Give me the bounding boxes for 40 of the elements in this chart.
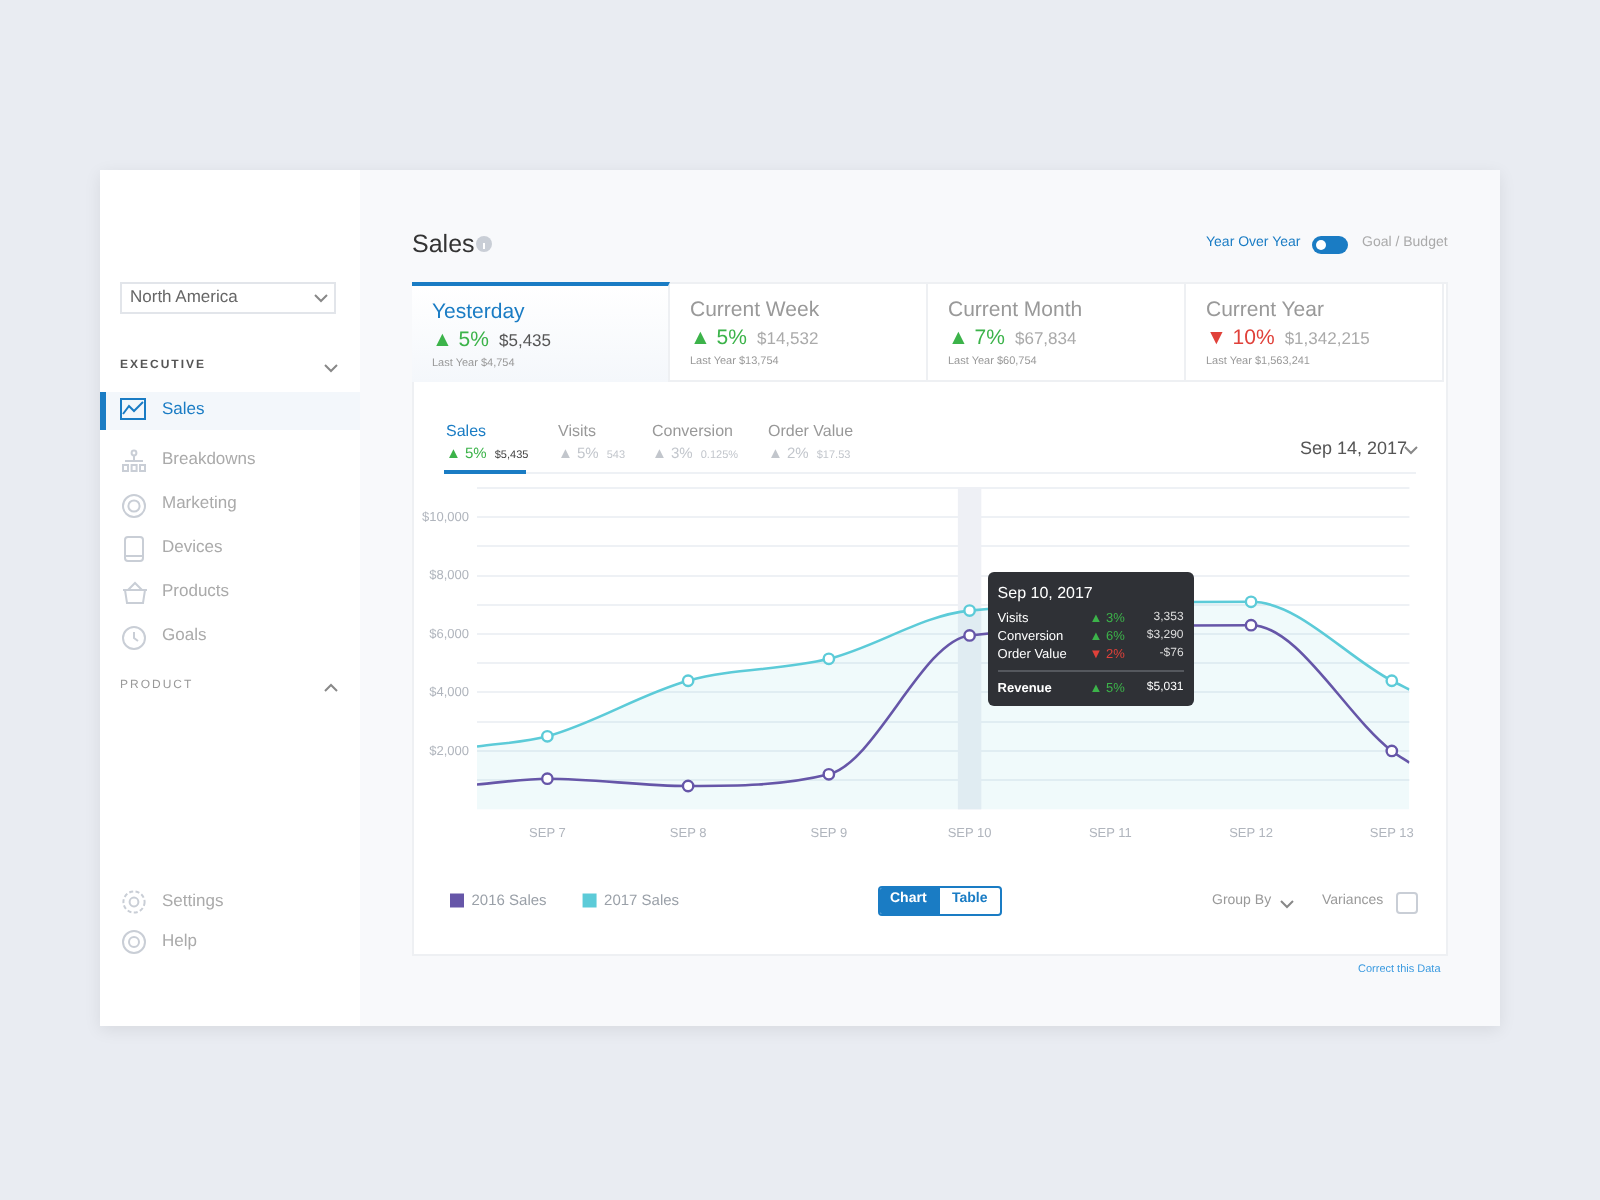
text: Sales <box>162 398 205 420</box>
text: $1,342,215 <box>1284 328 1370 348</box>
text: Help <box>162 930 197 952</box>
text: Order Value <box>768 422 854 441</box>
text: Visits <box>558 422 596 441</box>
text: Current Week <box>690 298 820 323</box>
chart-title: Sales <box>412 230 475 258</box>
annotation: Sep 10, 2017 <box>997 583 1093 602</box>
text: Sales <box>446 422 487 441</box>
text: Conversion <box>652 422 733 441</box>
text: Goals <box>162 624 207 646</box>
text: Current Month <box>948 298 1083 323</box>
point <box>1385 674 1399 688</box>
text: ▲ 5% <box>432 328 489 352</box>
text: Settings <box>162 890 224 912</box>
point <box>681 779 695 793</box>
point <box>540 772 554 786</box>
text: Products <box>162 580 230 602</box>
point <box>1244 595 1258 609</box>
text: Sep 14, 2017 <box>1300 438 1408 459</box>
text: Marketing <box>162 492 237 514</box>
text: ▲ 7% <box>948 326 1005 350</box>
point <box>822 652 836 666</box>
point <box>540 729 554 743</box>
text: North America <box>130 286 238 308</box>
text: $5,435 <box>499 330 551 350</box>
point <box>1244 618 1258 632</box>
text: Current Year <box>1206 298 1324 323</box>
point <box>963 604 976 617</box>
point <box>681 674 695 688</box>
point <box>1385 744 1399 758</box>
text: $14,532 <box>757 328 819 348</box>
text: ▲ 5% <box>690 326 747 350</box>
text: $67,834 <box>1015 328 1077 348</box>
text: Yesterday <box>432 300 525 325</box>
text: Breakdowns <box>162 448 256 470</box>
point <box>963 629 976 642</box>
point <box>822 767 836 781</box>
text: ▼ 10% <box>1206 326 1275 350</box>
text: Devices <box>162 536 223 558</box>
